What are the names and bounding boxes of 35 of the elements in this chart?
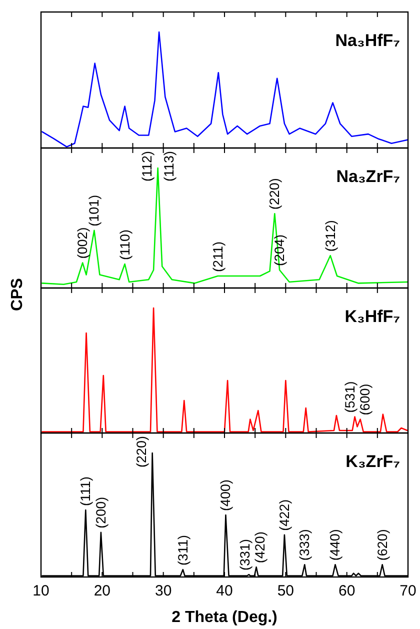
annotation: (211) [210,241,226,272]
x-tick-label: 20 [94,582,111,600]
annotation: (111) [78,476,94,506]
annotation: (620) [374,529,390,561]
x-tick-label: 60 [338,582,356,600]
x-tick-label: 50 [277,582,294,600]
annotation: (440) [328,529,343,561]
x-axis-title: 2 Theta (Deg.) [172,609,278,626]
annotation: (531) [342,381,358,413]
annotation: (200) [93,496,108,528]
annotation: (101) [86,194,102,226]
annotation: (331) [238,539,253,571]
x-tick-label: 70 [400,582,416,600]
chart-title: Na₃HfF₇ [335,31,400,50]
annotation: (220) [134,436,149,468]
annotation: (220) [267,178,282,210]
x-tick-label: 30 [154,582,172,600]
annotation: (110) [117,229,132,260]
annotation: (420) [252,532,268,564]
annotation: (422) [276,499,292,531]
annotation: (600) [358,384,373,416]
x-tick-label: 10 [32,582,50,600]
annotation: (204) [272,234,288,266]
annotation: (311) [175,535,190,566]
chart-title: K₃ZrF₇ [346,452,400,471]
chart-title: Na₃ZrF₇ [336,167,400,186]
y-axis-title: CPS [9,278,26,311]
annotation: (400) [218,479,234,511]
chart-title: K₃HfF₇ [344,307,400,326]
annotation: (113) [161,151,176,182]
annotation: (312) [322,220,338,252]
x-tick-label: 40 [216,582,233,600]
annotation: (002) [75,227,90,259]
annotation: (112) [139,151,154,182]
annotation: (333) [297,529,312,561]
